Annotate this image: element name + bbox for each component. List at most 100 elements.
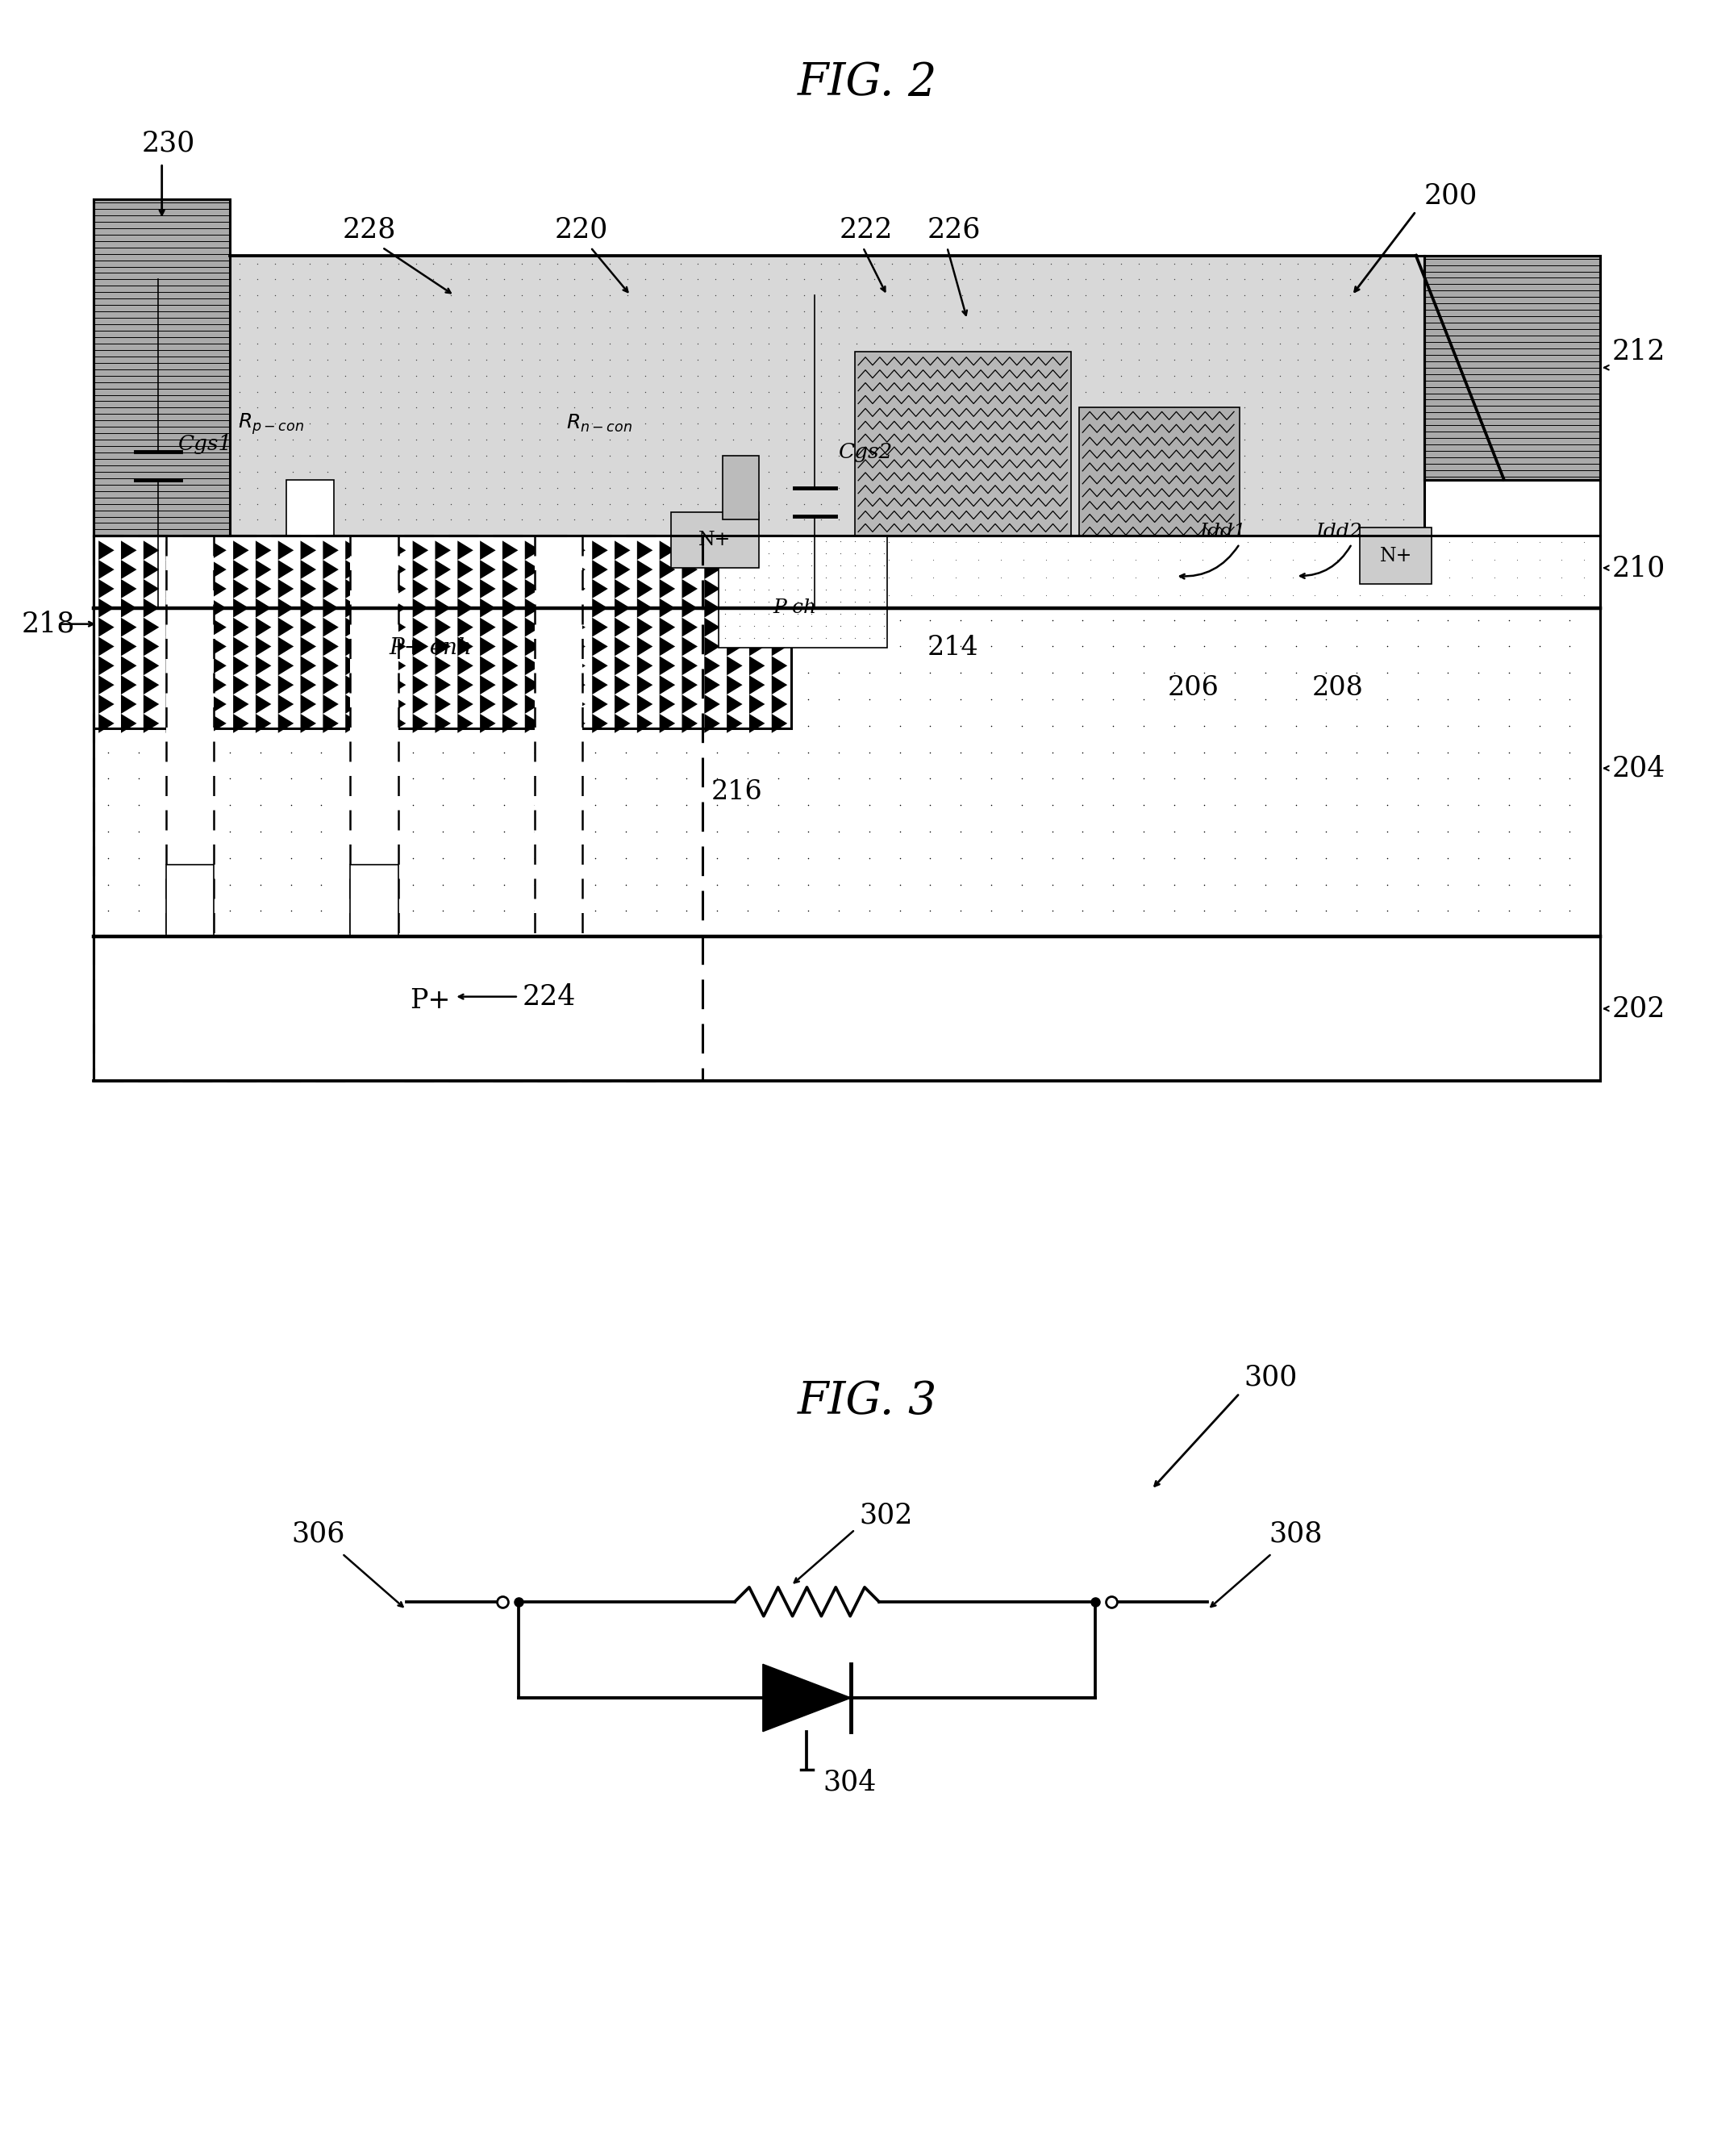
Text: 220: 220 (555, 216, 609, 244)
Polygon shape (99, 617, 114, 636)
Polygon shape (255, 636, 271, 655)
Text: 300: 300 (1243, 1363, 1297, 1391)
Bar (855, 351, 1072, 537)
Polygon shape (503, 561, 518, 580)
Polygon shape (681, 655, 697, 675)
Polygon shape (614, 541, 629, 561)
Polygon shape (166, 655, 182, 675)
Polygon shape (659, 636, 675, 655)
Text: 200: 200 (1424, 181, 1477, 209)
Polygon shape (99, 714, 114, 733)
Polygon shape (323, 675, 338, 694)
Polygon shape (548, 694, 564, 714)
Polygon shape (99, 655, 114, 675)
Polygon shape (300, 636, 316, 655)
Polygon shape (614, 636, 629, 655)
Text: 226: 226 (928, 216, 981, 244)
Polygon shape (727, 617, 742, 636)
Polygon shape (727, 675, 742, 694)
Polygon shape (413, 675, 428, 694)
Polygon shape (277, 694, 293, 714)
Polygon shape (614, 655, 629, 675)
Polygon shape (659, 655, 675, 675)
Polygon shape (166, 617, 182, 636)
Text: P+ enh: P+ enh (388, 638, 472, 660)
Polygon shape (503, 714, 518, 733)
Polygon shape (749, 714, 765, 733)
Polygon shape (659, 580, 675, 599)
Polygon shape (277, 714, 293, 733)
Polygon shape (704, 694, 720, 714)
Text: $R_{p-con}$: $R_{p-con}$ (238, 412, 303, 436)
Polygon shape (121, 636, 137, 655)
Polygon shape (300, 541, 316, 561)
Polygon shape (525, 694, 541, 714)
Polygon shape (591, 655, 609, 675)
Polygon shape (189, 561, 205, 580)
Polygon shape (772, 714, 787, 733)
Polygon shape (570, 561, 586, 580)
Polygon shape (749, 561, 765, 580)
Polygon shape (636, 599, 652, 617)
Bar (94, 537, 791, 729)
Polygon shape (458, 636, 473, 655)
Polygon shape (144, 636, 160, 655)
Polygon shape (390, 541, 406, 561)
Polygon shape (212, 636, 227, 655)
Bar (94, 198, 231, 537)
Polygon shape (614, 580, 629, 599)
Polygon shape (659, 694, 675, 714)
Bar (671, 511, 759, 567)
Polygon shape (772, 541, 787, 561)
Polygon shape (277, 599, 293, 617)
Polygon shape (212, 561, 227, 580)
Text: 230: 230 (142, 129, 196, 157)
Polygon shape (323, 694, 338, 714)
Polygon shape (390, 599, 406, 617)
Polygon shape (99, 561, 114, 580)
Polygon shape (255, 599, 271, 617)
Polygon shape (144, 714, 160, 733)
Polygon shape (548, 675, 564, 694)
Polygon shape (772, 561, 787, 580)
Polygon shape (435, 675, 451, 694)
Polygon shape (704, 636, 720, 655)
Polygon shape (435, 561, 451, 580)
Polygon shape (548, 580, 564, 599)
Polygon shape (458, 694, 473, 714)
Polygon shape (458, 561, 473, 580)
Polygon shape (570, 675, 586, 694)
Polygon shape (212, 655, 227, 675)
Polygon shape (435, 655, 451, 675)
Polygon shape (413, 561, 428, 580)
Polygon shape (636, 580, 652, 599)
Bar (723, 455, 759, 520)
Bar (166, 865, 213, 936)
Polygon shape (255, 675, 271, 694)
Polygon shape (614, 675, 629, 694)
Text: FIG. 3: FIG. 3 (798, 1380, 936, 1423)
Polygon shape (121, 580, 137, 599)
Polygon shape (548, 541, 564, 561)
Bar (231, 254, 1424, 537)
Polygon shape (323, 580, 338, 599)
Polygon shape (503, 617, 518, 636)
Polygon shape (212, 714, 227, 733)
Polygon shape (368, 599, 383, 617)
Polygon shape (636, 636, 652, 655)
Polygon shape (300, 694, 316, 714)
Polygon shape (413, 636, 428, 655)
Polygon shape (255, 655, 271, 675)
Polygon shape (189, 599, 205, 617)
Polygon shape (525, 636, 541, 655)
Polygon shape (368, 655, 383, 675)
Polygon shape (525, 714, 541, 733)
Polygon shape (413, 714, 428, 733)
Polygon shape (570, 599, 586, 617)
Polygon shape (636, 655, 652, 675)
Polygon shape (212, 675, 227, 694)
Polygon shape (277, 541, 293, 561)
Polygon shape (772, 694, 787, 714)
Bar (534, 537, 583, 936)
Polygon shape (166, 675, 182, 694)
